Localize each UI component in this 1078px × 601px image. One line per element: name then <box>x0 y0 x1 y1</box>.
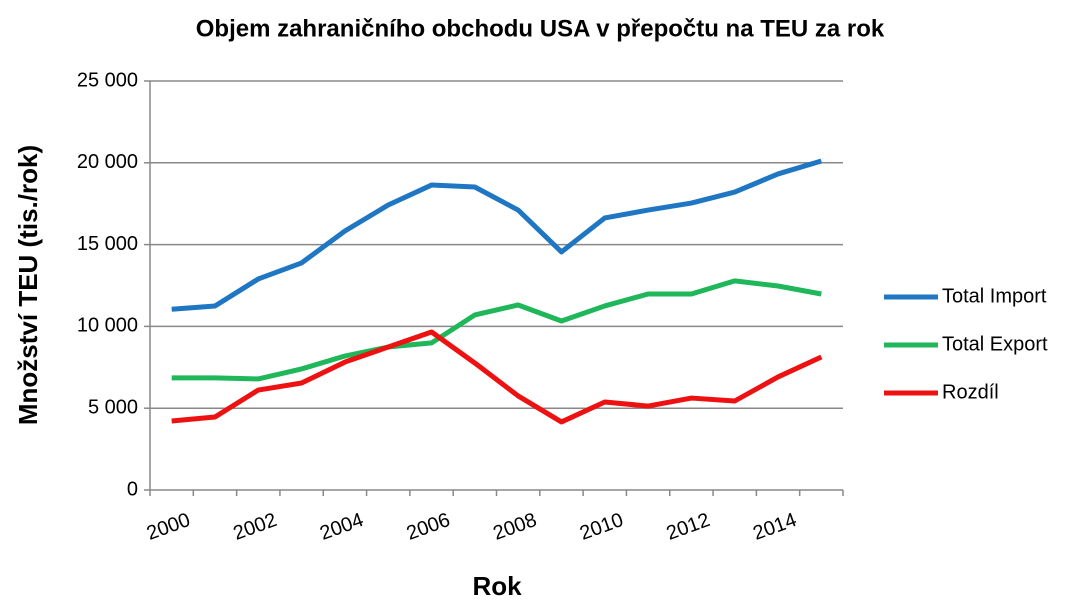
y-tick-label: 15 000 <box>77 233 138 255</box>
x-tick-label: 2006 <box>404 509 453 545</box>
y-tick-label: 25 000 <box>77 69 138 91</box>
x-tick-label: 2000 <box>144 509 193 545</box>
y-tick-label: 5 000 <box>88 396 138 418</box>
y-axis-title: Množství TEU (tis./rok) <box>13 145 43 425</box>
legend-label: Total Import <box>942 285 1047 307</box>
series-line <box>171 278 822 382</box>
chart-title: Objem zahraničního obchodu USA v přepočt… <box>196 15 885 42</box>
x-tick-label: 2012 <box>664 509 713 545</box>
x-axis-title: Rok <box>472 571 522 601</box>
series-line <box>171 158 823 312</box>
x-tick-label: 2004 <box>317 509 366 545</box>
legend-label: Total Export <box>942 333 1048 355</box>
y-tick-label: 0 <box>127 478 138 500</box>
y-tick-label: 10 000 <box>77 315 138 337</box>
x-tick-label: 2008 <box>490 509 539 545</box>
x-tick-label: 2002 <box>230 509 279 545</box>
legend-label: Rozdíl <box>942 381 999 403</box>
series-line <box>171 329 823 425</box>
x-tick-label: 2014 <box>750 509 799 545</box>
y-tick-label: 20 000 <box>77 151 138 173</box>
x-tick-label: 2010 <box>577 509 626 545</box>
